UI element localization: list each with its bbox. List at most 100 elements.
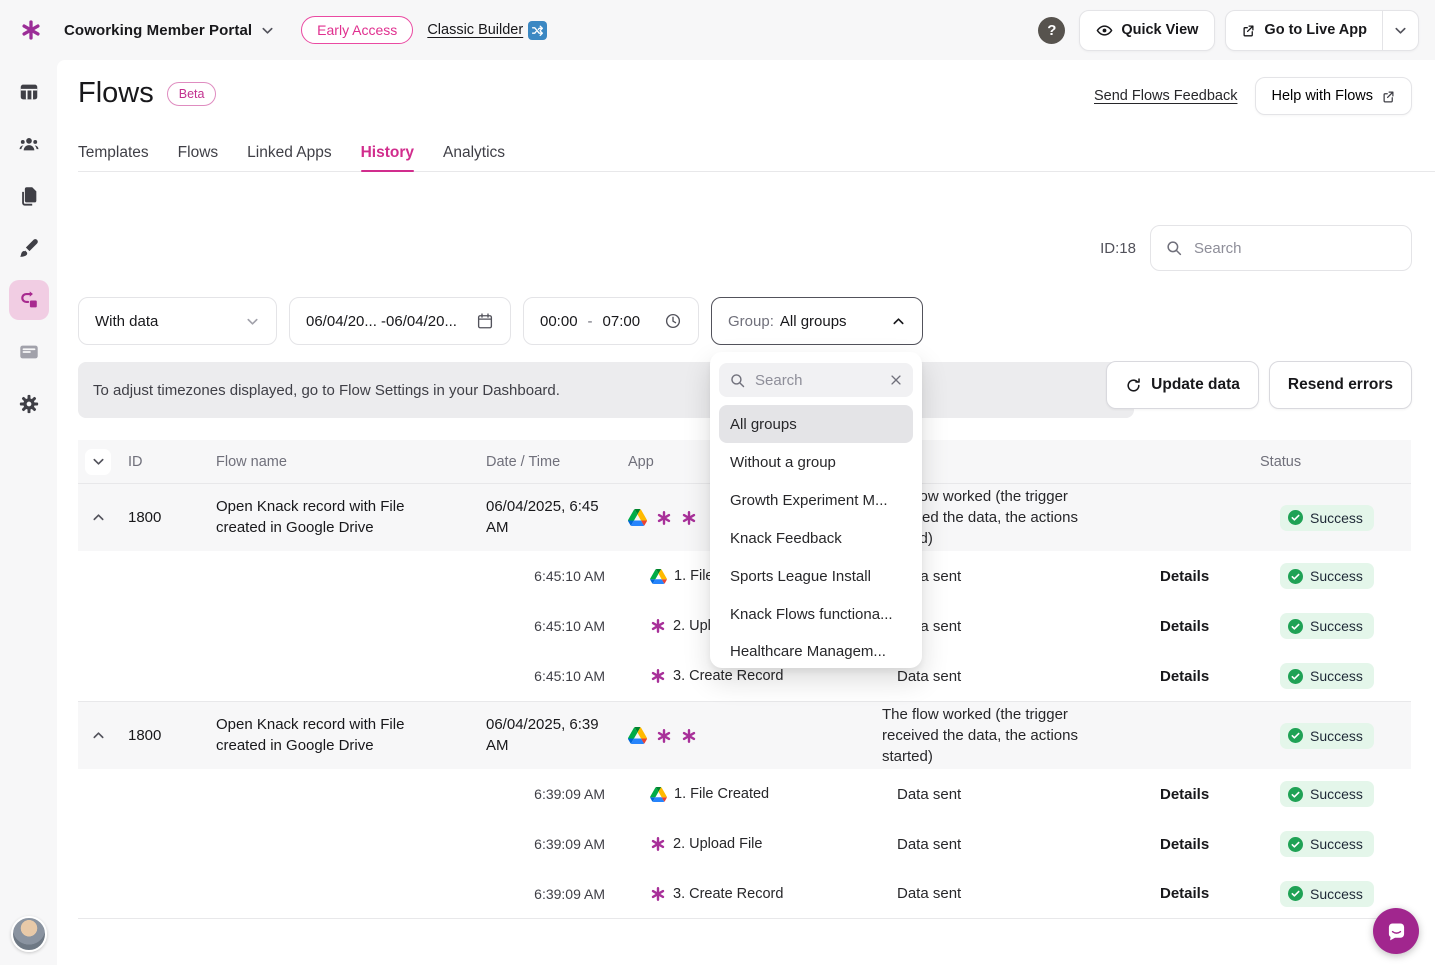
go-to-live-app-button[interactable]: Go to Live App [1226,11,1382,50]
check-circle-icon [1288,836,1303,852]
step-time: 6:39:09 AM [534,786,605,802]
classic-builder-label: Classic Builder [427,22,524,38]
users-icon [18,138,39,151]
app-icons [618,727,848,744]
clear-search-icon[interactable] [889,373,903,387]
details-link[interactable]: Details [1160,667,1210,685]
google-drive-icon [628,727,647,744]
app-switcher-chevron-down-icon[interactable] [260,23,275,38]
paintbrush-icon [19,239,38,257]
classic-builder-link[interactable]: Classic Builder [427,20,548,40]
step-name: 3. Create Record [618,886,848,902]
resend-errors-button[interactable]: Resend errors [1268,361,1412,409]
sidebar-item-tables[interactable] [9,72,49,112]
status-badge: Success [1280,722,1374,749]
flow-run-row[interactable]: 1800 Open Knack record with File created… [78,701,1411,769]
collapse-row-button[interactable] [91,728,106,743]
data-filter-select[interactable]: With data [78,297,277,345]
details-link[interactable]: Details [1160,835,1210,853]
group-option-without-a-group[interactable]: Without a group [730,453,836,471]
details-link[interactable]: Details [1160,617,1210,635]
sidebar-item-flows[interactable] [8,280,49,320]
user-avatar[interactable] [10,916,47,952]
details-link[interactable]: Details [1160,885,1210,902]
calendar-icon [477,313,493,329]
main-content: Flows Beta Send Flows Feedback Help with… [57,60,1435,965]
header-id: ID [128,453,143,470]
tab-templates[interactable]: Templates [78,144,149,161]
knack-app-icon [651,669,665,683]
collapse-row-button[interactable] [91,510,106,525]
details-link[interactable]: Details [1160,785,1210,803]
step-row: 6:39:09 AM 1. File Created Data sent Det… [78,769,1411,819]
group-option-knack-feedback[interactable]: Knack Feedback [730,529,842,547]
pages-icon [21,187,36,206]
quick-view-button[interactable]: Quick View [1079,9,1216,51]
group-option-healthcare-management[interactable]: Healthcare Managem... [719,633,913,668]
eye-icon [1096,24,1113,36]
history-search-input[interactable] [1194,239,1397,257]
check-circle-icon [1288,886,1303,901]
tab-flows[interactable]: Flows [177,144,219,161]
chat-launcher-button[interactable] [1373,908,1419,954]
sidebar [0,60,57,965]
search-icon [1167,241,1182,256]
check-circle-icon [1288,618,1303,634]
chevron-up-icon [92,732,104,739]
knack-app-icon [651,837,665,851]
go-to-live-split-button: Go to Live App [1225,9,1419,51]
group-search-input[interactable] [755,371,880,389]
group-option-sports-league[interactable]: Sports League Install [730,567,871,585]
refresh-icon [1127,377,1140,392]
group-option-all-groups[interactable]: All groups [719,405,913,443]
knack-app-icon [657,728,671,743]
run-id-label: ID:18 [1100,239,1136,257]
google-drive-icon [650,786,667,802]
date-range-filter[interactable]: 06/04/20... -06/04/20... [289,297,511,345]
sidebar-item-settings[interactable] [9,384,49,424]
app-name[interactable]: Coworking Member Portal [64,21,253,39]
flow-run-date: 06/04/2025, 6:45 AM [486,498,599,536]
sidebar-item-pages[interactable] [9,176,49,216]
update-data-button[interactable]: Update data [1106,361,1259,409]
tab-analytics[interactable]: Analytics [443,144,506,161]
sidebar-item-records[interactable] [9,332,49,372]
timezone-banner: To adjust timezones displayed, go to Flo… [78,362,1134,418]
sidebar-item-design[interactable] [9,228,49,268]
header-date-time: Date / Time [486,453,561,470]
status-badge: Success [1280,613,1374,639]
chat-bubble-icon [1388,922,1404,940]
collapse-all-button[interactable] [85,448,111,475]
flow-run-id: 1800 [128,727,162,744]
step-result: Data sent [897,785,962,803]
sidebar-item-users[interactable] [9,124,49,164]
knack-app-icon [682,728,696,743]
chevron-up-icon [893,317,904,324]
step-time: 6:45:10 AM [534,568,605,584]
knack-logo-icon[interactable] [20,19,42,41]
check-circle-icon [1288,568,1303,584]
details-link[interactable]: Details [1160,567,1210,585]
help-with-flows-button[interactable]: Help with Flows [1255,77,1412,115]
table-icon [20,84,37,100]
group-dropdown-search[interactable] [719,363,913,397]
group-option-knack-flows-functional[interactable]: Knack Flows functiona... [730,605,893,623]
group-option-growth-experiment[interactable]: Growth Experiment M... [730,491,888,509]
help-button[interactable]: ? [1038,16,1066,44]
clock-icon [665,313,681,329]
send-feedback-link[interactable]: Send Flows Feedback [1094,88,1238,104]
tab-history[interactable]: History [360,144,415,172]
history-search[interactable] [1150,225,1412,271]
time-range-filter[interactable]: 00:00 - 07:00 [523,297,699,345]
go-to-live-dropdown-button[interactable] [1382,10,1418,50]
group-dropdown-panel: All groups Without a group Growth Experi… [710,352,922,668]
flow-run-date: 06/04/2025, 6:39 AM [486,716,599,754]
header-app: App [628,453,654,470]
top-bar: Coworking Member Portal Early Access Cla… [0,0,1435,60]
step-time: 6:45:10 AM [534,668,605,684]
chevron-down-icon [247,318,258,325]
step-result: Data sent [897,835,962,853]
group-filter-select[interactable]: Group: All groups [711,297,923,345]
tab-linked-apps[interactable]: Linked Apps [247,144,332,161]
flows-icon [20,291,37,308]
